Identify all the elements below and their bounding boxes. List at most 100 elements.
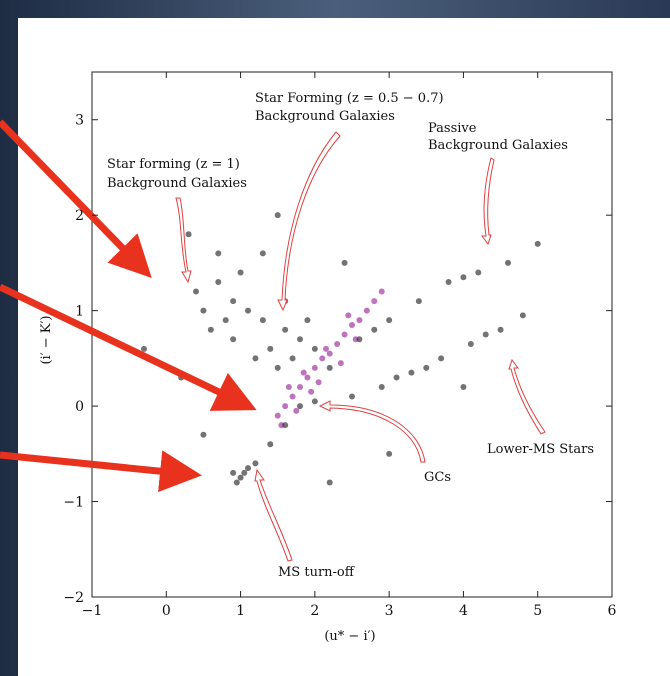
point [445,279,452,285]
pointer-arrows [0,119,257,493]
point [311,398,318,405]
point [423,364,430,371]
point [289,393,296,400]
x-tick-label: 5 [533,603,542,619]
point [200,431,207,438]
point [349,321,355,328]
point [386,317,393,324]
point [497,326,504,333]
point [230,298,237,305]
point [378,288,385,295]
point [363,307,370,314]
point [241,469,248,476]
x-tick-label: 6 [608,603,617,619]
plot-area [141,212,541,486]
point [438,355,445,362]
x-tick-label: 1 [236,603,245,619]
y-tick-label: 3 [75,113,84,129]
point [274,412,281,419]
x-tick-label: 4 [459,603,468,619]
point [230,336,237,343]
x-tick-label: 3 [385,603,394,619]
point [337,360,344,367]
point [297,336,303,343]
point [460,274,467,281]
point [345,312,352,319]
annotation: MS turn-off [278,565,356,580]
point [371,326,378,333]
point [282,403,289,410]
point [341,259,348,266]
point [245,307,251,314]
point [207,326,214,333]
point [252,460,259,467]
point [475,269,482,276]
point [141,345,147,352]
point [326,350,333,357]
x-axis-label: (u* − i′) [324,629,375,644]
point [289,355,296,362]
point [245,465,251,472]
point [274,364,281,371]
point [323,345,329,352]
point [378,384,385,390]
annotation: Background Galaxies [107,176,247,191]
point [334,341,341,348]
point [267,345,274,352]
annotation: Star Forming (z = 0.5 − 0.7) [255,91,444,106]
point [267,441,274,448]
point [285,384,292,390]
point [308,388,315,395]
y-tick-label: −1 [63,495,84,511]
point [304,374,311,381]
point [297,384,303,390]
y-tick-label: 1 [75,304,84,320]
point [278,422,285,429]
point [311,345,318,352]
point [315,379,322,386]
point [237,474,244,481]
x-tick-label: 2 [310,603,319,619]
annotation: Star forming (z = 1) [107,157,240,172]
point [326,479,333,486]
point [233,479,240,486]
annotation: Passive [428,121,477,136]
annotation: GCs [424,470,451,485]
point [519,312,526,319]
point [349,393,355,400]
point [352,336,359,343]
y-tick-label: 0 [75,399,84,415]
point [371,298,378,305]
point [230,469,237,476]
y-axis-label: (i′ − K′) [39,315,54,364]
annotation: Background Galaxies [428,138,568,153]
point [237,269,244,276]
point [300,369,307,376]
point [259,250,266,257]
point [319,355,326,362]
y-tick-label: −2 [63,590,84,606]
point [185,231,192,238]
point [282,326,289,333]
point [393,374,400,381]
point [467,341,474,348]
annotation: Background Galaxies [255,109,395,124]
point [259,317,266,324]
point [386,450,393,457]
point [215,250,222,257]
point [252,355,259,362]
annotation-arrows [175,131,546,562]
point [222,317,229,324]
point [341,331,348,338]
point [304,317,311,324]
point [311,364,318,371]
annotation: Lower-MS Stars [487,442,594,457]
point [297,403,303,410]
point [482,331,489,338]
point [293,407,300,414]
point [215,279,222,285]
x-tick-label: −1 [82,603,103,619]
point [505,259,511,266]
point [534,240,541,247]
